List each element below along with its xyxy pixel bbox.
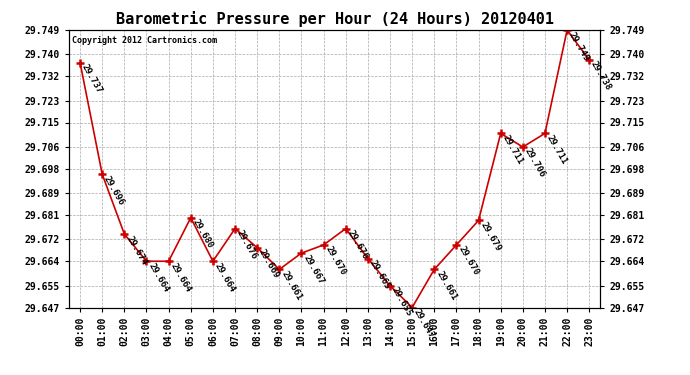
Text: 29.664: 29.664 [146, 261, 170, 294]
Text: 29.661: 29.661 [434, 269, 458, 302]
Text: 29.664: 29.664 [168, 261, 193, 294]
Title: Barometric Pressure per Hour (24 Hours) 20120401: Barometric Pressure per Hour (24 Hours) … [116, 12, 553, 27]
Text: 29.669: 29.669 [257, 248, 281, 280]
Text: 29.749: 29.749 [567, 30, 591, 62]
Text: 29.737: 29.737 [80, 63, 104, 95]
Text: 29.680: 29.680 [190, 218, 215, 250]
Text: 29.676: 29.676 [235, 229, 259, 261]
Text: 29.667: 29.667 [302, 253, 326, 285]
Text: 29.670: 29.670 [324, 245, 348, 278]
Text: 29.679: 29.679 [479, 220, 502, 253]
Text: 29.670: 29.670 [456, 245, 480, 278]
Text: 29.738: 29.738 [589, 60, 613, 92]
Text: 29.696: 29.696 [102, 174, 126, 207]
Text: 29.676: 29.676 [346, 229, 370, 261]
Text: 29.661: 29.661 [279, 269, 303, 302]
Text: 29.665: 29.665 [368, 258, 392, 291]
Text: 29.655: 29.655 [390, 286, 414, 318]
Text: 29.711: 29.711 [545, 134, 569, 166]
Text: 29.706: 29.706 [523, 147, 546, 179]
Text: 29.664: 29.664 [213, 261, 237, 294]
Text: 29.674: 29.674 [124, 234, 148, 267]
Text: Copyright 2012 Cartronics.com: Copyright 2012 Cartronics.com [72, 36, 217, 45]
Text: 29.647: 29.647 [412, 308, 436, 340]
Text: 29.711: 29.711 [501, 134, 524, 166]
